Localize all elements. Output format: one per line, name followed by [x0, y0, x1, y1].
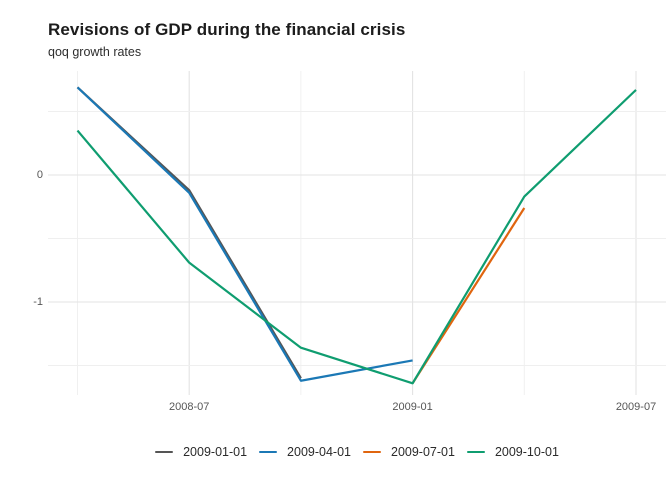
- chart-title: Revisions of GDP during the financial cr…: [48, 20, 406, 39]
- y-tick-label-0: 0: [36, 169, 43, 181]
- legend-item-2009-10-01: 2009-10-01: [466, 445, 559, 459]
- legend-item-2009-07-01: 2009-07-01: [363, 445, 455, 459]
- y-tick-label--1: -1: [33, 296, 43, 308]
- legend-dash-icon: [259, 451, 278, 453]
- legend-dash-icon: [466, 451, 485, 453]
- x-tick-label-2009-01: 2009-01: [392, 401, 433, 413]
- legend-item-2009-01-01: 2009-01-01: [155, 445, 247, 459]
- legend-item-2009-04-01: 2009-04-01: [259, 445, 351, 459]
- x-tick-label-2008-07: 2008-07: [169, 401, 210, 413]
- legend-label: 2009-10-01: [494, 445, 559, 459]
- x-tick-label-2009-07: 2009-07: [615, 401, 657, 413]
- legend-label: 2009-07-01: [391, 445, 455, 459]
- legend-dash-icon: [363, 451, 381, 453]
- legend-dash-icon: [155, 451, 174, 453]
- legend-label: 2009-04-01: [287, 445, 351, 459]
- series-line-2009-04-01: [76, 86, 413, 382]
- chart-subtitle: qoq growth rates: [48, 45, 142, 59]
- series-line-2009-10-01: [76, 89, 637, 385]
- legend-label: 2009-01-01: [183, 445, 248, 459]
- chart-legend: 2009-01-01 2009-04-01 2009-07-01 2009-10-01: [48, 443, 666, 461]
